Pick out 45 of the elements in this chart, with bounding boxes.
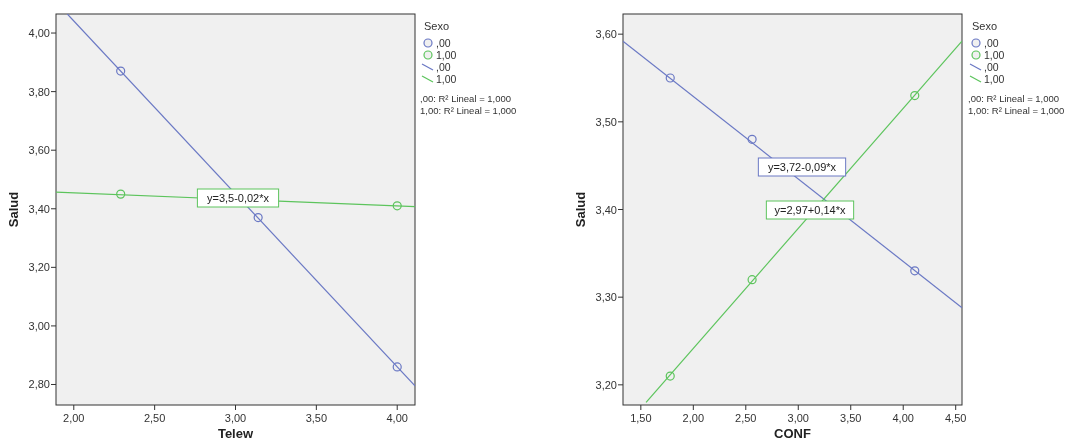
x-tick-label: 4,50 [944,412,967,424]
x-tick-label: 2,00 [63,412,85,424]
x-tick-label: 4,00 [386,412,408,424]
text: ,00: R² Lineal = 1,000 [420,93,512,104]
annotation: y=3,5-0,02*x [206,192,270,204]
legend-label: ,00 [436,37,451,49]
y-tick-label: 3,50 [595,115,617,128]
y-tick-label: 3,60 [28,144,50,157]
y-tick-label: 3,20 [28,261,50,274]
x-tick-label: 3,50 [840,412,862,424]
y-tick-label: 3,30 [595,291,617,304]
y-tick-label: 3,00 [28,319,50,332]
x-tick-label: 2,00 [682,412,705,424]
text: 1,00: R² Lineal = 1,000 [968,105,1065,116]
y-axis-title: Salud [6,191,21,228]
legend-label: 1,00 [984,73,1005,85]
text: ,00: R² Lineal = 1,000 [968,93,1060,104]
x-tick-label: 3,00 [224,412,247,424]
legend-title: Sexo [972,20,998,32]
legend-label: 1,00 [436,73,457,85]
x-tick-label: 4,00 [892,412,914,424]
legend-label: ,00 [436,61,451,73]
annotation: y=3,72-0,09*x [767,161,837,173]
y-tick-label: 3,40 [28,202,50,215]
legend-title: Sexo [424,20,450,32]
legend-label: ,00 [984,61,999,73]
y-tick-label: 3,40 [595,203,617,216]
y-tick-label: 2,80 [28,378,50,391]
y-tick-label: 3,60 [595,28,617,41]
legend-label: 1,00 [984,49,1005,61]
x-axis-title: CONF [774,426,811,441]
y-tick-label: 3,20 [595,378,617,391]
x-tick-label: 3,50 [305,412,328,424]
y-tick-label: 4,00 [28,27,50,40]
x-tick-label: 2,50 [735,412,757,424]
annotation: y=2,97+0,14*x [774,204,846,216]
y-tick-label: 3,80 [28,85,50,98]
x-tick-label: 1,50 [630,412,652,424]
x-tick-label: 2,50 [143,412,166,424]
x-axis-title: Telew [217,426,254,441]
x-tick-label: 3,00 [787,412,809,424]
y-axis-title: Salud [573,191,588,228]
text: 1,00: R² Lineal = 1,000 [420,105,517,116]
legend-label: ,00 [984,37,999,49]
legend-label: 1,00 [436,49,457,61]
